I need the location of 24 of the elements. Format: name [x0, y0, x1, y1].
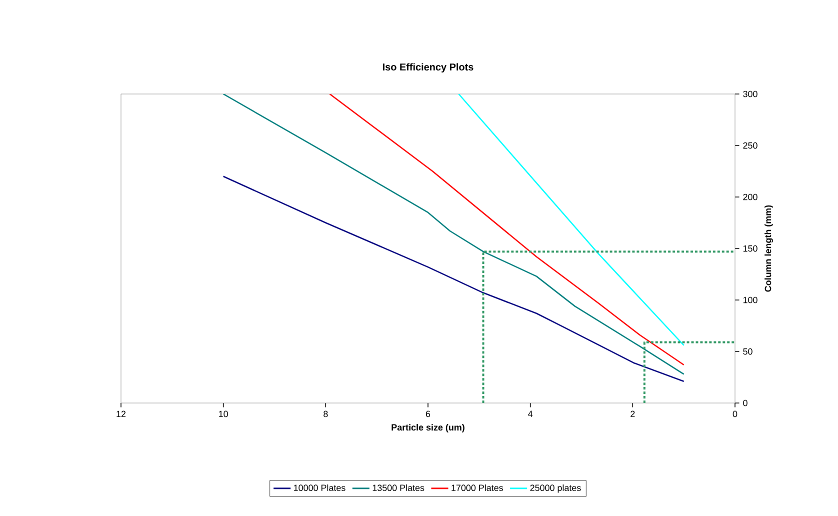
- x-tick-label: 8: [324, 410, 328, 418]
- x-tick-label: 2: [630, 410, 635, 418]
- y-tick-label: 300: [743, 90, 758, 98]
- x-tick-label: 4: [528, 410, 533, 417]
- legend-label: 17000 Plates: [452, 484, 503, 492]
- x-tick-label: 0: [732, 410, 738, 418]
- chart-title: Iso Efficiency Plots: [382, 63, 474, 72]
- line-series: [329, 94, 684, 366]
- y-axis-title: Column length (mm): [764, 205, 773, 292]
- x-tick-label: 6: [426, 410, 430, 418]
- y-tick-label: 50: [743, 348, 752, 355]
- x-tick-label: 10: [219, 410, 228, 418]
- legend-label: 10000 Plates: [294, 484, 346, 492]
- line-series: [222, 94, 684, 375]
- y-tick-label: 150: [743, 245, 758, 252]
- x-axis-title: Particle size (um): [392, 424, 464, 432]
- line-series: [222, 176, 684, 382]
- x-tick-label: 12: [116, 410, 126, 418]
- legend-label: 25000 plates: [530, 484, 581, 493]
- y-tick-label: 100: [743, 296, 758, 304]
- y-tick-label: 250: [743, 142, 758, 149]
- legend-label: 13500 Plates: [372, 484, 424, 492]
- y-tick-label: 200: [743, 194, 758, 200]
- y-tick-label: 0: [743, 400, 748, 406]
